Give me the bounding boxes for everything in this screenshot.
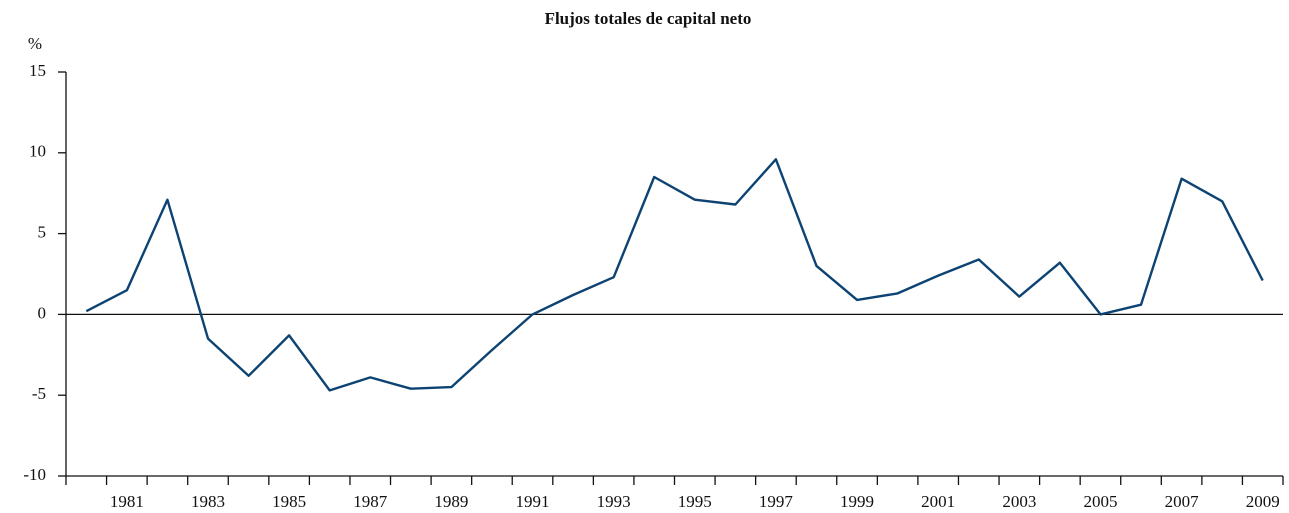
- x-tick-label: 1999: [840, 492, 874, 511]
- x-tick-label: 1987: [353, 492, 388, 511]
- x-tick-label: 1997: [759, 492, 794, 511]
- x-tick-label: 1991: [516, 492, 550, 511]
- x-tick-label: 1993: [597, 492, 631, 511]
- y-tick-label: 10: [29, 142, 46, 161]
- x-tick-label: 2003: [1002, 492, 1036, 511]
- y-axis-label: %: [28, 34, 42, 53]
- y-tick-label: 5: [38, 223, 47, 242]
- y-tick-label: -5: [32, 384, 46, 403]
- x-tick-label: 2009: [1246, 492, 1280, 511]
- x-tick-label: 1983: [191, 492, 225, 511]
- x-tick-label: 1985: [272, 492, 306, 511]
- x-tick-label: 2007: [1165, 492, 1200, 511]
- x-tick-label: 1981: [110, 492, 144, 511]
- x-tick-label: 2001: [921, 492, 955, 511]
- x-tick-label: 1989: [434, 492, 468, 511]
- x-tick-label: 1995: [678, 492, 712, 511]
- x-tick-label: 2005: [1083, 492, 1117, 511]
- chart-title: Flujos totales de capital neto: [545, 9, 752, 28]
- data-line: [85, 158, 1264, 392]
- y-tick-label: 15: [29, 61, 46, 80]
- y-tick-label: 0: [38, 303, 47, 322]
- y-tick-label: -10: [23, 465, 46, 484]
